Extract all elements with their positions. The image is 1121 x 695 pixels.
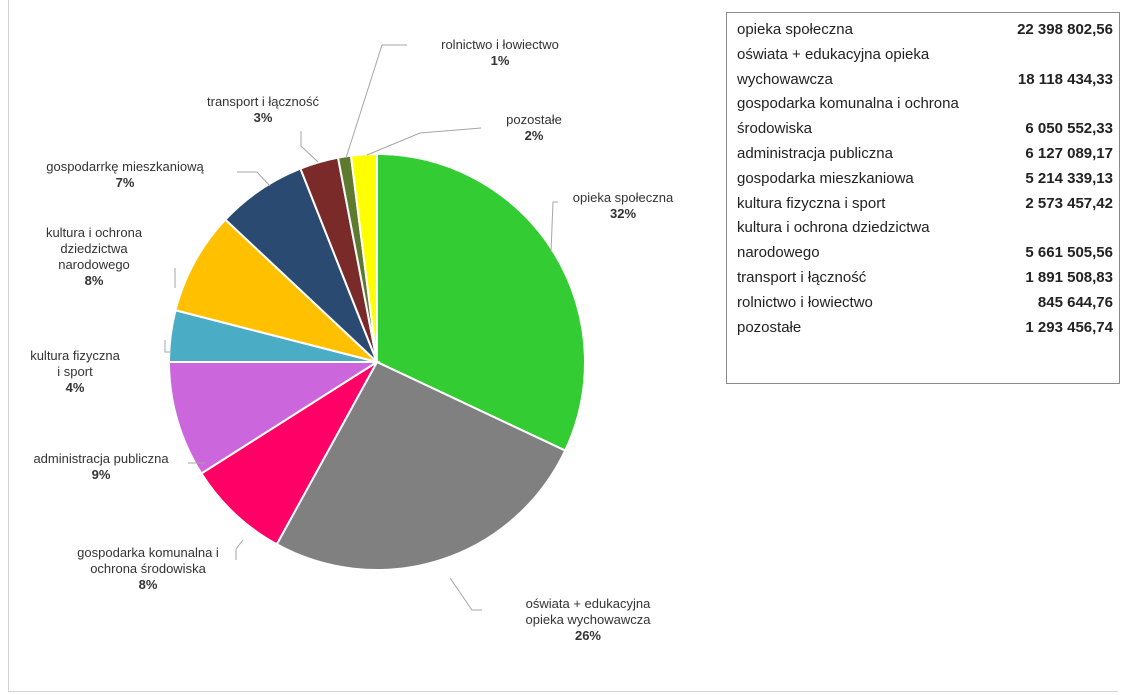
table-row: rolnictwo i łowiectwo 845 644,76 bbox=[737, 292, 1113, 314]
table-row: gospodarka mieszkaniowa 5 214 339,13 bbox=[737, 168, 1113, 190]
data-label-name: rolnictwo i łowiectwo bbox=[441, 37, 559, 52]
data-label-name: narodowego bbox=[58, 257, 130, 272]
values-table: opieka społeczna 22 398 802,56 oświata + e… bbox=[726, 12, 1120, 384]
data-label-name: kultura i ochrona bbox=[45, 225, 143, 240]
data-label-percent: 9% bbox=[91, 467, 111, 482]
table-row: gospodarka komunalna i ochrona bbox=[737, 93, 1113, 115]
table-row: oświata + edukacyjna opieka bbox=[737, 44, 1113, 66]
table-row-name: transport i łączność bbox=[737, 269, 867, 286]
data-label-percent: 7% bbox=[115, 175, 135, 190]
data-label-6: kultura i ochrona dziedzictwa narodowego 8% bbox=[46, 225, 142, 289]
data-label-percent: 1% bbox=[490, 53, 510, 68]
table-row-value: 1 293 456,74 bbox=[1025, 318, 1113, 336]
data-label-name: dziedzictwa bbox=[60, 241, 128, 256]
table-row-name: kultura i ochrona dziedzictwa bbox=[737, 219, 930, 237]
table-row: opieka społeczna 22 398 802,56 bbox=[737, 19, 1113, 41]
data-label-name: opieka wychowawcza bbox=[525, 612, 651, 627]
leader-line-1 bbox=[550, 201, 558, 253]
data-label-10: pozostałe 2% bbox=[506, 112, 562, 144]
data-label-7: gospodarrkę mieszkaniową 7% bbox=[46, 159, 204, 191]
table-row-value: 6 127 089,17 bbox=[1025, 145, 1113, 162]
data-label-percent: 3% bbox=[253, 110, 273, 125]
data-label-name: pozostałe bbox=[506, 112, 562, 127]
table-row-value: 1 891 508,83 bbox=[1025, 269, 1113, 286]
data-label-percent: 26% bbox=[574, 628, 602, 643]
data-label-name: ochrona środowiska bbox=[90, 561, 206, 576]
table-row-name: administracja publiczna bbox=[737, 145, 893, 162]
pie-slice-1 bbox=[376, 152, 586, 452]
table-row: środowiska 6 050 552,33 bbox=[737, 118, 1113, 140]
data-label-name: gospodarrkę mieszkaniową bbox=[46, 159, 204, 174]
table-row-value: 2 573 457,42 bbox=[1025, 194, 1113, 212]
data-label-8: transport i łączność 3% bbox=[207, 94, 319, 126]
table-row: narodowego 5 661 505,56 bbox=[737, 242, 1113, 264]
leader-line-5 bbox=[164, 340, 172, 353]
table-row: kultura fizyczna i sport 2 573 457,42 bbox=[737, 193, 1113, 215]
leader-line-10 bbox=[366, 127, 482, 156]
table-row: transport i łączność 1 891 508,83 bbox=[737, 267, 1113, 289]
leader-line-8 bbox=[300, 131, 319, 163]
data-label-9: rolnictwo i łowiectwo 1% bbox=[441, 37, 559, 69]
table-row-value: 845 644,76 bbox=[1037, 293, 1113, 311]
table-row: kultura i ochrona dziedzictwa bbox=[737, 217, 1113, 239]
pie-slice-10 bbox=[349, 152, 378, 363]
table-row-name: oświata + edukacyjna opieka bbox=[737, 45, 930, 63]
table-row-name: rolnictwo i łowiectwo bbox=[737, 293, 873, 311]
data-label-percent: 32% bbox=[609, 206, 637, 221]
table-row-value: 6 050 552,33 bbox=[1025, 120, 1113, 138]
table-row-name: wychowawcza bbox=[737, 70, 833, 88]
table-row-name: opieka społeczna bbox=[737, 21, 853, 38]
data-label-5: kultura fizyczna i sport 4% bbox=[30, 348, 120, 396]
data-label-name: kultura fizyczna bbox=[30, 348, 120, 363]
data-label-percent: 2% bbox=[524, 128, 544, 143]
pie-slice-4 bbox=[167, 361, 381, 475]
data-label-name: i sport bbox=[57, 364, 93, 379]
data-label-name: opieka społeczna bbox=[572, 190, 674, 205]
data-label-3: gospodarka komunalna i ochrona środowiska… bbox=[77, 545, 219, 593]
data-label-percent: 8% bbox=[84, 273, 104, 288]
pie-slice-3 bbox=[199, 361, 378, 546]
table-row-value: 5 214 339,13 bbox=[1025, 169, 1113, 187]
data-label-1: opieka społeczna 32% bbox=[573, 190, 673, 222]
table-row-value: 22 398 802,56 bbox=[1017, 21, 1113, 38]
table-row-name: narodowego bbox=[737, 244, 820, 262]
leader-line-7 bbox=[237, 171, 271, 187]
chart-frame bbox=[8, 0, 1118, 692]
leader-line-3 bbox=[235, 539, 244, 560]
data-label-4: administracja publiczna 9% bbox=[33, 451, 168, 483]
table-row-name: gospodarka mieszkaniowa bbox=[737, 169, 914, 187]
table-row: pozostałe 1 293 456,74 bbox=[737, 317, 1113, 339]
data-label-name: administracja publiczna bbox=[33, 451, 169, 466]
leader-line-9 bbox=[345, 44, 407, 159]
data-label-2: oświata + edukacyjna opieka wychowawcza 26… bbox=[525, 596, 650, 644]
table-row-value: 5 661 505,56 bbox=[1025, 244, 1113, 262]
data-label-name: transport i łączność bbox=[207, 94, 319, 109]
leader-line-2 bbox=[449, 577, 482, 611]
data-label-percent: 4% bbox=[65, 380, 85, 395]
pie-slice-6 bbox=[174, 218, 378, 363]
data-label-percent: 8% bbox=[138, 577, 158, 592]
data-label-name: oświata + edukacyjna bbox=[525, 596, 651, 611]
table-row-name: środowiska bbox=[737, 120, 813, 138]
data-label-name: gospodarka komunalna i bbox=[77, 545, 219, 560]
table-row-name: pozostałe bbox=[737, 318, 802, 336]
table-row-value: 18 118 434,33 bbox=[1017, 70, 1113, 88]
table-row-name: gospodarka komunalna i ochrona bbox=[737, 95, 959, 113]
table-row: administracja publiczna 6 127 089,17 bbox=[737, 143, 1113, 165]
table-row-name: kultura fizyczna i sport bbox=[737, 194, 886, 212]
table-row: wychowawcza 18 118 434,33 bbox=[737, 69, 1113, 91]
